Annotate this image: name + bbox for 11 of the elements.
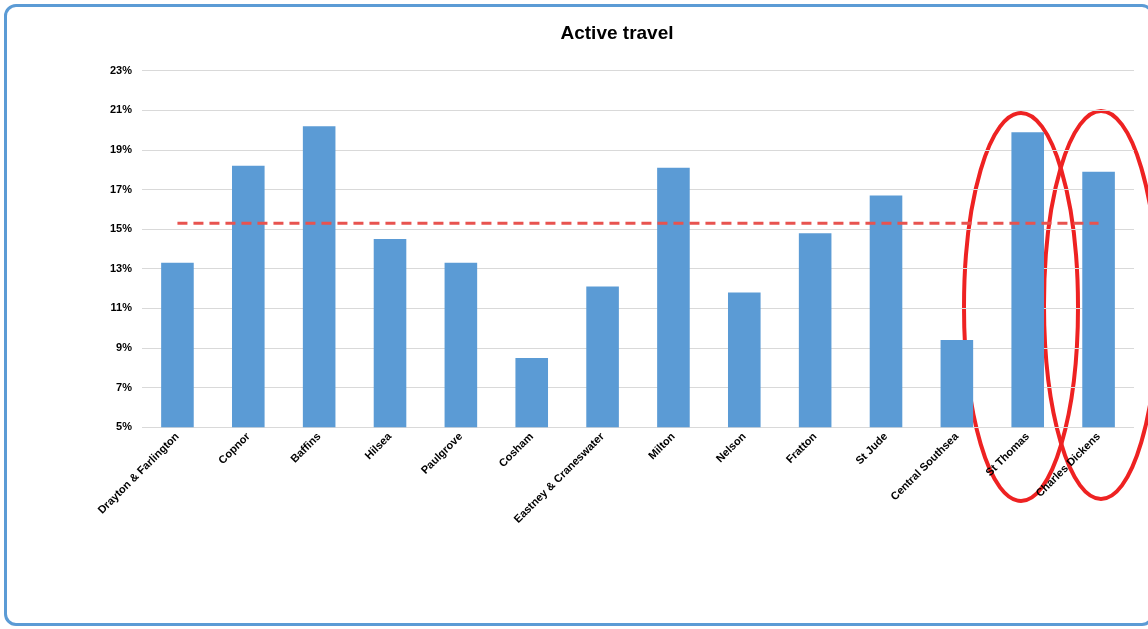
y-tick-label: 23% xyxy=(109,63,133,76)
y-tick-label: 21% xyxy=(109,103,133,116)
y-tick-label: 5% xyxy=(116,420,133,433)
y-tick-label: 13% xyxy=(109,261,133,274)
chart-title: Active travel xyxy=(560,21,674,43)
y-tick-label: 11% xyxy=(110,301,133,314)
y-tick-label: 9% xyxy=(116,341,133,354)
y-tick-label: 7% xyxy=(116,380,133,393)
y-tick-label: 15% xyxy=(109,222,133,235)
y-tick-label: 19% xyxy=(109,143,133,156)
y-tick-label: 17% xyxy=(109,182,133,195)
